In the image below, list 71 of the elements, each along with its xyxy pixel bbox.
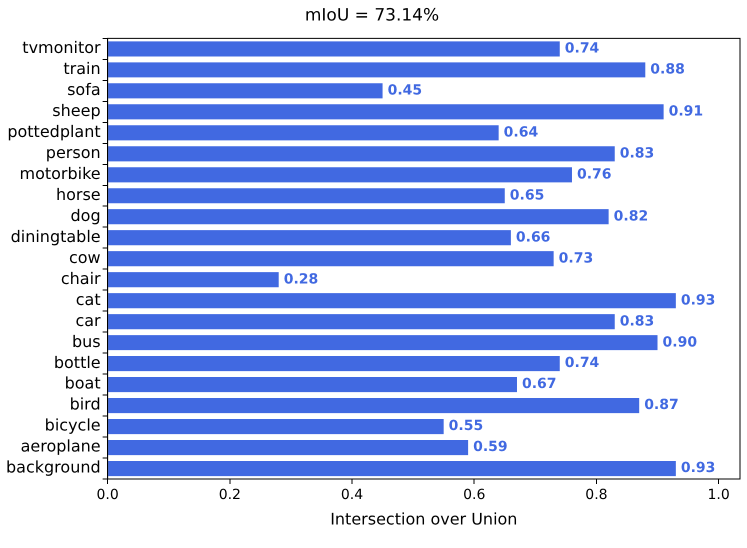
bar [108, 230, 511, 246]
bar [108, 272, 279, 288]
bar [108, 104, 664, 120]
y-tick-label: horse [56, 184, 101, 204]
bar [108, 146, 615, 162]
chart-title: mIoU = 73.14% [304, 6, 440, 26]
data-label: 0.74 [564, 355, 600, 372]
x-tick-label: 1.0 [707, 487, 730, 504]
x-tick-label: 0.0 [96, 487, 119, 504]
y-tick-label: sofa [67, 80, 101, 100]
bar [108, 62, 646, 78]
y-tick-label: bottle [54, 352, 101, 372]
data-label: 0.73 [558, 250, 594, 266]
bar [108, 440, 468, 456]
data-label: 0.45 [388, 82, 422, 98]
data-label: 0.88 [650, 62, 685, 78]
data-label: 0.83 [620, 313, 654, 330]
y-tick-label: bicycle [44, 416, 101, 435]
data-label: 0.74 [564, 40, 600, 57]
bar [108, 356, 560, 372]
data-label: 0.82 [614, 208, 648, 224]
x-tick-label: 0.6 [463, 487, 486, 504]
data-label: 0.83 [620, 145, 654, 162]
bar [108, 314, 615, 330]
y-tick-label: dog [70, 206, 101, 225]
bar [108, 460, 676, 476]
data-label: 0.90 [662, 334, 698, 350]
bar [108, 377, 517, 392]
y-tick-label: aeroplane [20, 436, 101, 456]
x-tick-label: 0.2 [218, 487, 241, 504]
data-label: 0.91 [668, 103, 704, 120]
y-tick-label: motorbike [19, 164, 101, 183]
data-label: 0.64 [504, 124, 538, 140]
x-axis-title: Intersection over Union [330, 510, 518, 529]
y-tick-label: sheep [52, 100, 101, 120]
bar [108, 293, 676, 308]
y-tick-label: tvmonitor [22, 38, 102, 58]
x-tick-label: 0.4 [340, 487, 364, 504]
bar [108, 418, 444, 434]
y-tick-label: person [46, 142, 101, 162]
bar [108, 188, 505, 204]
bar [108, 398, 640, 414]
y-tick-label: boat [64, 374, 101, 393]
data-label: 0.55 [448, 418, 484, 434]
x-tick-label: 0.8 [585, 487, 608, 504]
y-tick-label: diningtable [10, 226, 101, 246]
bar [108, 335, 658, 350]
y-tick-label: pottedplant [7, 122, 101, 141]
y-tick-label: cow [68, 248, 101, 267]
bar [108, 251, 554, 266]
y-tick-label: background [6, 458, 101, 477]
data-label: 0.67 [522, 376, 557, 392]
y-tick-label: cat [76, 290, 101, 309]
y-tick-label: bus [72, 332, 101, 351]
data-label: 0.93 [680, 460, 716, 476]
data-label: 0.59 [473, 439, 508, 456]
y-tick-label: car [75, 310, 102, 330]
data-label: 0.66 [516, 229, 550, 246]
bar [108, 125, 499, 140]
y-tick-label: train [63, 59, 101, 78]
y-tick-label: chair [60, 268, 102, 288]
data-label: 0.65 [510, 187, 544, 204]
data-label: 0.87 [644, 397, 679, 414]
bar [108, 167, 572, 182]
bar [108, 209, 609, 224]
data-label: 0.28 [284, 271, 318, 288]
data-label: 0.93 [680, 292, 716, 308]
bar [108, 83, 383, 98]
data-label: 0.76 [576, 166, 612, 182]
bar [108, 41, 560, 56]
y-tick-label: bird [70, 394, 101, 414]
